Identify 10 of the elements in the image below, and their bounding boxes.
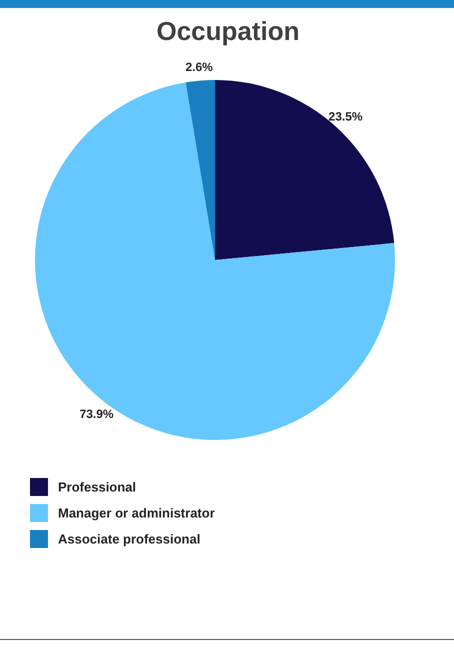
data-label: 23.5% [328,110,363,124]
pie-slice [215,80,394,260]
legend-label: Professional [58,480,136,495]
legend-label: Associate professional [58,532,200,547]
data-label: 2.6% [185,60,214,74]
pie-slice [186,80,215,260]
pie-slice [35,82,395,440]
chart-title: Occupation [156,16,300,46]
legend-label: Manager or administrator [58,506,215,521]
data-label: 73.9% [80,406,114,421]
